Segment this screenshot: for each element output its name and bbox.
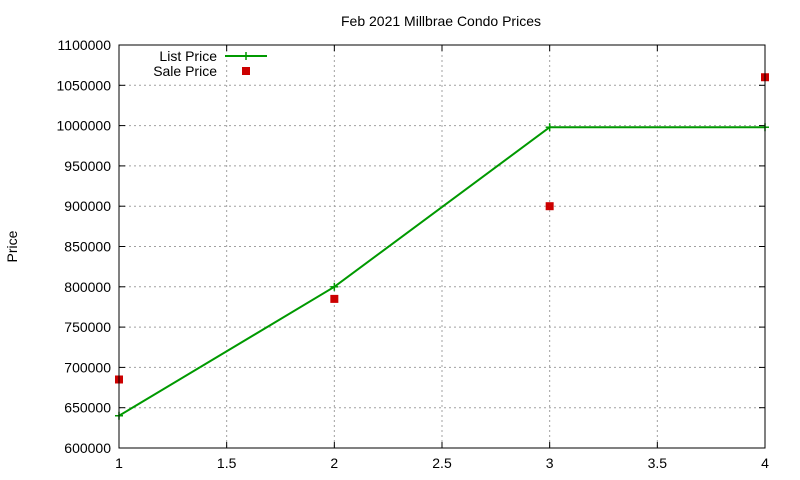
legend-item: List Price <box>159 48 267 64</box>
y-tick-label: 800000 <box>64 279 111 295</box>
y-tick-label: 850000 <box>64 239 111 255</box>
y-tick-label: 900000 <box>64 198 111 214</box>
y-tick-label: 650000 <box>64 400 111 416</box>
y-tick-label: 750000 <box>64 319 111 335</box>
x-tick-label: 4 <box>761 455 769 471</box>
y-tick-label: 600000 <box>64 440 111 456</box>
plot-frame <box>118 44 766 449</box>
legend-label: List Price <box>159 48 217 64</box>
sale-price-point <box>330 294 339 303</box>
y-tick-label: 700000 <box>64 359 111 375</box>
y-tick-label: 1100000 <box>58 37 112 53</box>
x-tick-label: 3.5 <box>648 455 668 471</box>
legend-square-marker <box>242 67 250 75</box>
list-price-line <box>118 126 765 417</box>
list-price-point <box>545 123 554 132</box>
grid <box>119 45 765 448</box>
chart-title: Feb 2021 Millbrae Condo Prices <box>341 13 541 29</box>
legend-item: Sale Price <box>153 63 250 79</box>
legend-plus-marker <box>242 52 250 60</box>
list-price-point <box>330 282 339 291</box>
sale-price-point <box>545 202 554 211</box>
y-axis-label: Price <box>4 230 20 262</box>
x-tick-label: 3 <box>546 455 554 471</box>
legend-label: Sale Price <box>153 63 217 79</box>
y-tick-label: 1050000 <box>56 77 111 93</box>
x-tick-label: 1.5 <box>217 455 237 471</box>
x-tick-labels: 1 1.5 2 2.5 3 3.5 4 <box>115 455 769 471</box>
y-tick-label: 950000 <box>64 158 111 174</box>
x-tick-label: 2 <box>330 455 338 471</box>
x-tick-label: 1 <box>115 455 123 471</box>
x-tick-label: 2.5 <box>432 455 452 471</box>
y-tick-labels: 600000 650000 700000 750000 800000 850000 9000… <box>56 37 111 456</box>
y-tick-label: 1000000 <box>56 118 111 134</box>
